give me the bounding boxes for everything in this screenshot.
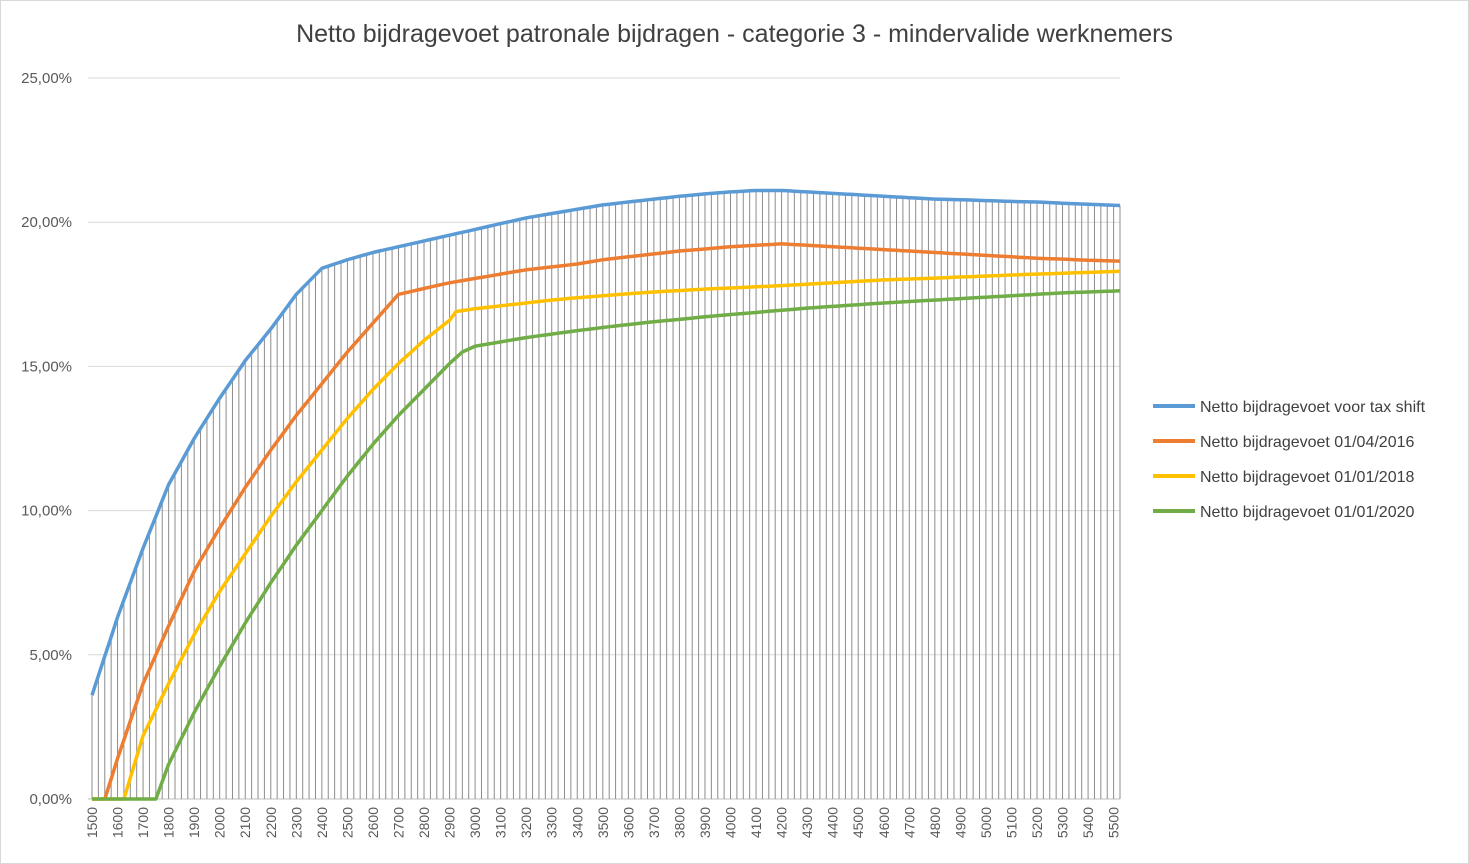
x-axis-ticks: 1500 1600 1700 1800 1900 2000 2100 2200 2300 2400… xyxy=(84,807,1122,838)
x-tick-label: 4400 xyxy=(825,807,841,838)
x-tick-label: 2500 xyxy=(339,807,355,838)
x-tick-label: 3800 xyxy=(671,807,687,838)
series-line-4 xyxy=(92,289,1121,801)
y-tick-label: 25,00% xyxy=(21,70,72,87)
x-tick-label: 1600 xyxy=(110,807,126,838)
x-tick-label: 2700 xyxy=(390,807,406,838)
y-tick-label: 0,00% xyxy=(29,791,72,808)
x-tick-label: 4200 xyxy=(774,807,790,838)
x-tick-label: 3100 xyxy=(493,807,509,838)
chart-title: Netto bijdragevoet patronale bijdragen -… xyxy=(296,20,1173,48)
x-tick-label: 3200 xyxy=(518,807,534,838)
x-tick-label: 2300 xyxy=(288,807,304,838)
series-lines xyxy=(90,188,1121,801)
x-tick-label: 4100 xyxy=(748,807,764,838)
gridlines xyxy=(88,77,1120,800)
x-tick-label: 4500 xyxy=(850,807,866,838)
x-tick-label: 4000 xyxy=(723,807,739,838)
legend-label-4: Netto bijdragevoet 01/01/2020 xyxy=(1200,504,1414,521)
x-tick-label: 4300 xyxy=(799,807,815,838)
series-line-3 xyxy=(92,269,1121,801)
x-tick-label: 5500 xyxy=(1106,807,1122,838)
y-tick-label: 10,00% xyxy=(21,503,72,520)
x-tick-label: 3400 xyxy=(569,807,585,838)
x-tick-label: 4700 xyxy=(901,807,917,838)
legend-label-1: Netto bijdragevoet voor tax shift xyxy=(1200,399,1426,416)
x-tick-label: 1900 xyxy=(186,807,202,838)
x-tick-label: 5200 xyxy=(1029,807,1045,838)
y-axis-ticks: 0,00% 5,00% 10,00% 15,00% 20,00% 25,00% xyxy=(21,70,72,808)
legend-label-3: Netto bijdragevoet 01/01/2018 xyxy=(1200,469,1414,486)
legend: Netto bijdragevoet voor tax shift Netto b… xyxy=(1153,399,1426,521)
x-tick-label: 5400 xyxy=(1080,807,1096,838)
x-tick-label: 3300 xyxy=(544,807,560,838)
x-tick-label: 1800 xyxy=(161,807,177,838)
x-tick-label: 2900 xyxy=(442,807,458,838)
drop-lines xyxy=(91,190,1121,799)
x-tick-label: 5300 xyxy=(1055,807,1071,838)
x-tick-label: 3900 xyxy=(697,807,713,838)
x-tick-label: 4600 xyxy=(876,807,892,838)
x-tick-label: 1700 xyxy=(135,807,151,838)
x-tick-label: 1500 xyxy=(84,807,100,838)
x-tick-label: 4800 xyxy=(927,807,943,838)
x-tick-label: 3000 xyxy=(467,807,483,838)
x-tick-label: 2000 xyxy=(212,807,228,838)
x-tick-label: 5000 xyxy=(978,807,994,838)
x-tick-label: 2600 xyxy=(365,807,381,838)
x-tick-label: 2200 xyxy=(263,807,279,838)
series-line-1 xyxy=(90,188,1121,696)
x-tick-label: 3600 xyxy=(620,807,636,838)
series-line-2 xyxy=(92,242,1121,801)
y-tick-label: 20,00% xyxy=(21,214,72,231)
x-tick-label: 4900 xyxy=(952,807,968,838)
x-tick-label: 5100 xyxy=(1003,807,1019,838)
legend-label-2: Netto bijdragevoet 01/04/2016 xyxy=(1200,434,1414,451)
x-tick-label: 2800 xyxy=(416,807,432,838)
y-tick-label: 5,00% xyxy=(29,647,72,664)
x-tick-label: 3500 xyxy=(595,807,611,838)
x-tick-label: 3700 xyxy=(646,807,662,838)
x-tick-label: 2100 xyxy=(237,807,253,838)
y-tick-label: 15,00% xyxy=(21,358,72,375)
x-tick-label: 2400 xyxy=(314,807,330,838)
